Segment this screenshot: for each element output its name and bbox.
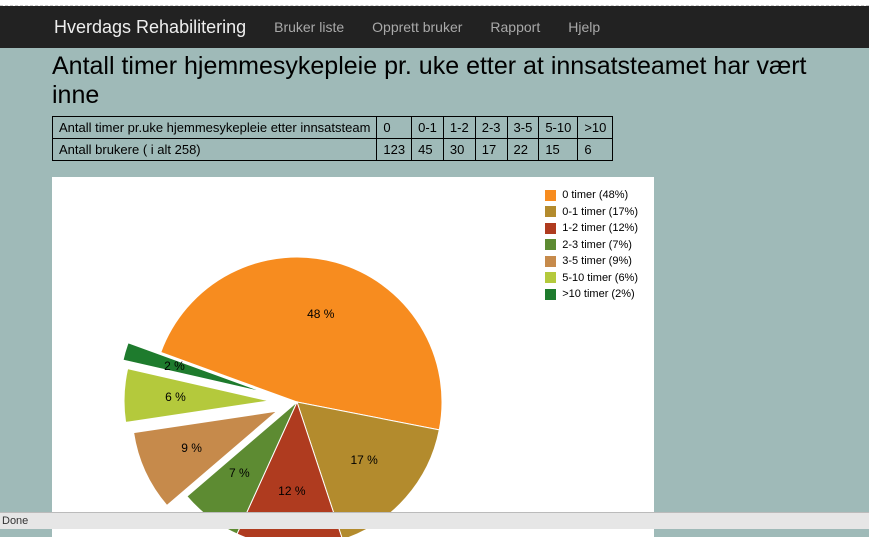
pie-chart: 48 % 17 % 12 % 7 % 9 % 6 % 2 % 0 timer (48%)0-… [52,177,654,537]
legend-row: 0-1 timer (17%) [545,204,638,221]
cell: 45 [412,139,444,161]
legend-swatch [545,272,556,283]
nav-rapport[interactable]: Rapport [490,19,540,35]
legend-row: 1-2 timer (12%) [545,220,638,237]
nav-opprett-bruker[interactable]: Opprett bruker [372,19,462,35]
legend-row: 2-3 timer (7%) [545,237,638,254]
cell: 2-3 [475,117,507,139]
legend-label: 2-3 timer (7%) [562,237,632,254]
cell: 22 [507,139,539,161]
legend-swatch [545,239,556,250]
pie-svg [72,197,542,537]
slice-label: 48 % [307,307,334,321]
slice-label: 7 % [229,466,250,480]
legend-label: 1-2 timer (12%) [562,220,638,237]
legend-row: 5-10 timer (6%) [545,270,638,287]
legend-label: 3-5 timer (9%) [562,253,632,270]
legend-row: 3-5 timer (9%) [545,253,638,270]
cell: 17 [475,139,507,161]
legend-label: 0-1 timer (17%) [562,204,638,221]
status-text: Done [2,515,28,527]
nav-hjelp[interactable]: Hjelp [568,19,600,35]
slice-label: 9 % [181,441,202,455]
cell: 15 [539,139,578,161]
row1-label: Antall timer pr.uke hjemmesykepleie ette… [53,117,377,139]
content-area: Antall timer hjemmesykepleie pr. uke ett… [0,48,869,537]
page-title: Antall timer hjemmesykepleie pr. uke ett… [52,52,817,110]
cell: 1-2 [443,117,475,139]
slice-label: 6 % [165,390,186,404]
legend-row: >10 timer (2%) [545,286,638,303]
legend-swatch [545,256,556,267]
cell: 6 [578,139,613,161]
status-bar: Done [0,512,869,529]
cell: 123 [377,139,412,161]
cell: 30 [443,139,475,161]
cell: 0-1 [412,117,444,139]
legend-row: 0 timer (48%) [545,187,638,204]
legend: 0 timer (48%)0-1 timer (17%)1-2 timer (1… [545,187,638,303]
legend-label: >10 timer (2%) [562,286,634,303]
slice-label: 12 % [278,484,305,498]
legend-swatch [545,206,556,217]
cell: 3-5 [507,117,539,139]
table-row: Antall timer pr.uke hjemmesykepleie ette… [53,117,613,139]
brand[interactable]: Hverdags Rehabilitering [54,17,246,38]
cell: >10 [578,117,613,139]
legend-swatch [545,223,556,234]
cell: 0 [377,117,412,139]
slice-label: 17 % [350,453,377,467]
table-row: Antall brukere ( i alt 258) 123 45 30 17… [53,139,613,161]
legend-swatch [545,190,556,201]
nav-bruker-liste[interactable]: Bruker liste [274,19,344,35]
cell: 5-10 [539,117,578,139]
slice-label: 2 % [164,359,185,373]
hours-table: Antall timer pr.uke hjemmesykepleie ette… [52,116,613,161]
legend-label: 5-10 timer (6%) [562,270,638,287]
row2-label: Antall brukere ( i alt 258) [53,139,377,161]
legend-label: 0 timer (48%) [562,187,628,204]
navbar: Hverdags Rehabilitering Bruker liste Opp… [0,6,869,48]
legend-swatch [545,289,556,300]
